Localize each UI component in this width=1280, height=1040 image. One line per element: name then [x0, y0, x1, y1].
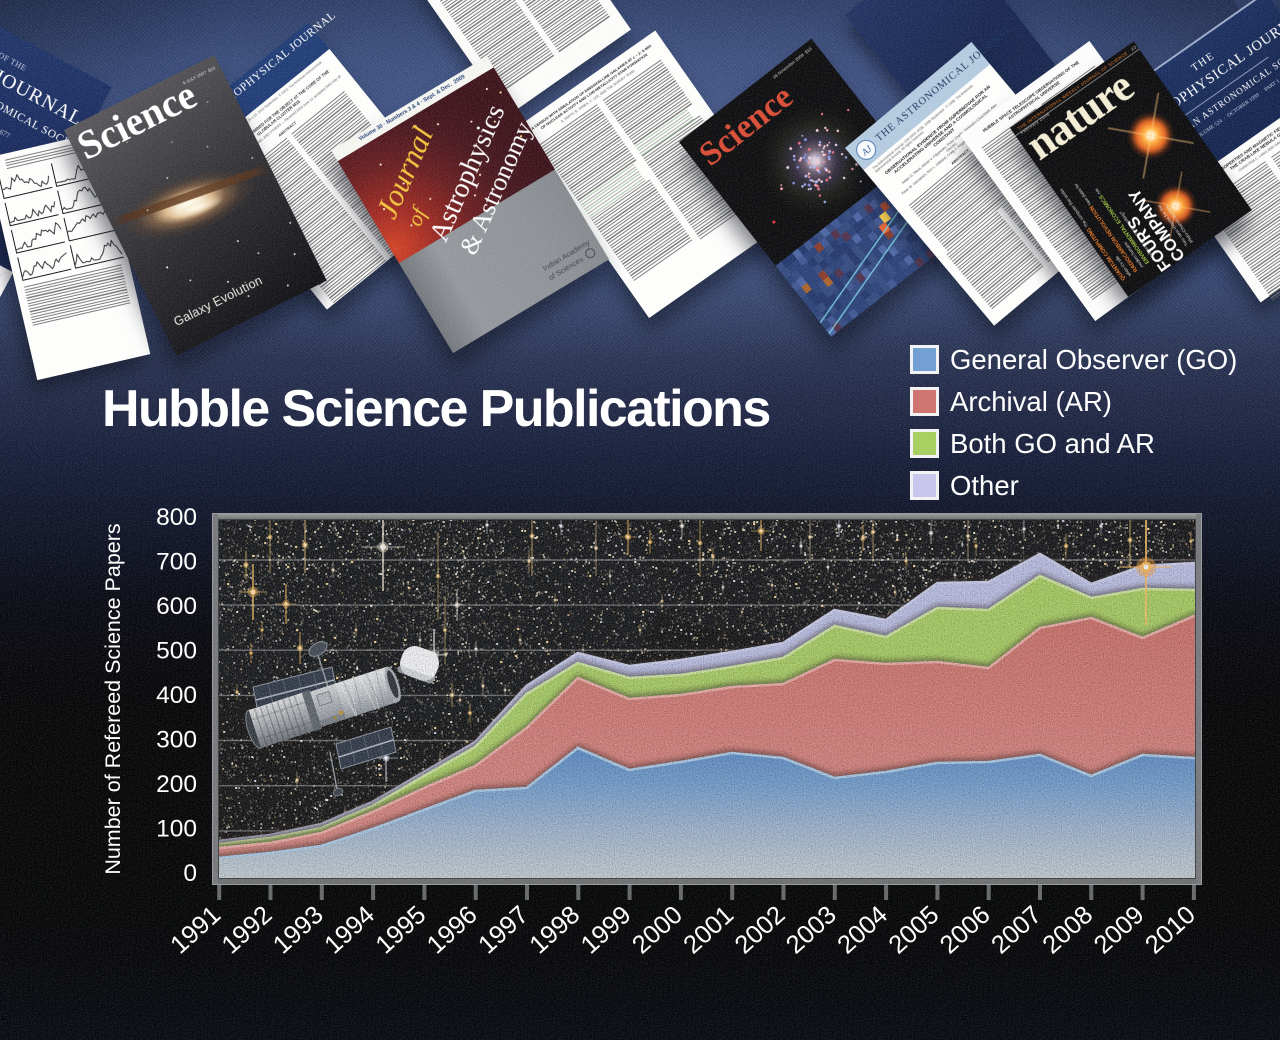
svg-text:2000: 2000	[627, 901, 688, 960]
svg-text:2003: 2003	[781, 901, 842, 960]
svg-text:1993: 1993	[268, 901, 329, 960]
svg-text:1998: 1998	[524, 901, 585, 960]
svg-text:600: 600	[156, 593, 197, 620]
svg-text:2006: 2006	[935, 901, 996, 960]
svg-text:500: 500	[156, 637, 197, 664]
svg-text:0: 0	[183, 860, 197, 887]
svg-text:1997: 1997	[473, 901, 534, 960]
svg-text:Number of Refereed Science Pap: Number of Refereed Science Papers	[101, 523, 125, 874]
svg-text:2008: 2008	[1037, 901, 1098, 960]
svg-text:2010: 2010	[1140, 901, 1201, 960]
svg-text:400: 400	[156, 682, 197, 709]
svg-text:1994: 1994	[319, 901, 380, 960]
svg-text:1995: 1995	[371, 901, 432, 960]
svg-text:1996: 1996	[422, 901, 483, 960]
svg-text:1999: 1999	[576, 901, 637, 960]
svg-text:2004: 2004	[832, 901, 893, 960]
svg-text:800: 800	[156, 504, 197, 531]
svg-text:2005: 2005	[884, 901, 945, 960]
svg-text:2001: 2001	[678, 901, 739, 960]
svg-text:200: 200	[156, 771, 197, 798]
svg-text:100: 100	[156, 815, 197, 842]
svg-text:300: 300	[156, 726, 197, 753]
svg-text:700: 700	[156, 548, 197, 575]
svg-text:2002: 2002	[730, 901, 791, 960]
svg-text:1991: 1991	[165, 901, 226, 960]
svg-text:2009: 2009	[1089, 901, 1150, 960]
svg-text:1992: 1992	[217, 901, 278, 960]
svg-text:2007: 2007	[986, 901, 1047, 960]
